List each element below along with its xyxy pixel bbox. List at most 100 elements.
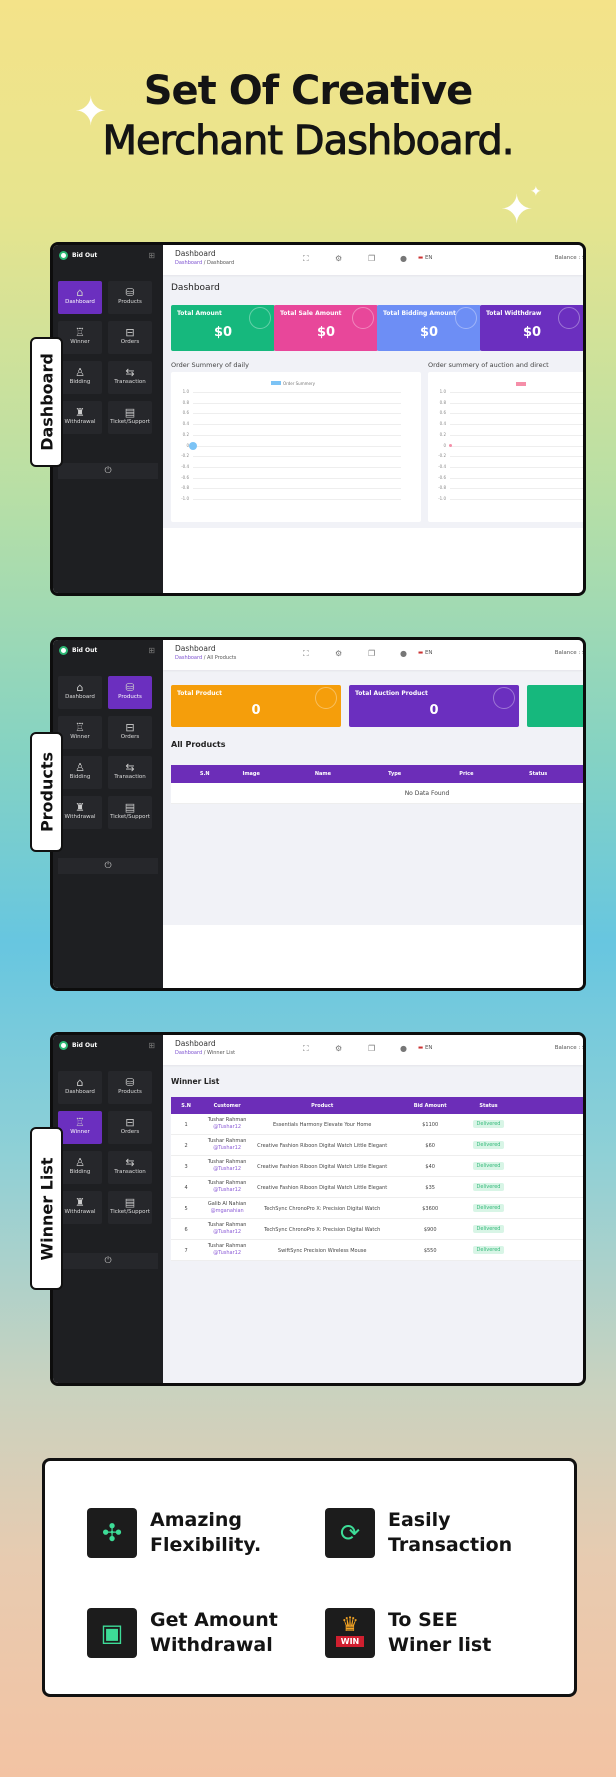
gridline xyxy=(450,466,583,468)
column-header[interactable]: S.N xyxy=(181,1103,191,1109)
app-name: Bid Out xyxy=(72,252,98,259)
column-header[interactable]: Price xyxy=(459,771,474,777)
stat-value: 0 xyxy=(429,703,439,718)
sidebar-item-orders[interactable]: ⊟ Orders xyxy=(108,1111,152,1144)
sidebar-item-ticket-support[interactable]: ▤ Ticket/Support xyxy=(108,796,152,829)
sidebar-item-transaction[interactable]: ⇆ Transaction xyxy=(108,1151,152,1184)
balance: Balance : $0 xyxy=(554,255,586,261)
logout-button[interactable]: ⏻ xyxy=(58,463,158,479)
products-table: S.N Image Name Type Price Status No Data Found xyxy=(171,765,583,804)
language-selector[interactable]: ▬ EN xyxy=(418,1045,433,1051)
bid-amount: $35 xyxy=(425,1185,435,1191)
globe-icon[interactable]: ● xyxy=(400,1044,407,1053)
fullscreen-icon[interactable]: ⛶ xyxy=(303,1044,309,1053)
column-header[interactable]: Customer xyxy=(213,1103,241,1109)
chat-icon[interactable]: ❐ xyxy=(368,649,376,658)
sidebar-item-bidding[interactable]: ♙ Bidding xyxy=(58,1151,102,1184)
basket-icon: ⊟ xyxy=(125,326,135,339)
column-header[interactable]: Name xyxy=(314,771,331,777)
fullscreen-icon[interactable]: ⛶ xyxy=(303,254,309,263)
withdrawal-icon: ♜ xyxy=(75,801,85,814)
sidebar-item-label: Bidding xyxy=(69,1169,91,1175)
sidebar-item-bidding[interactable]: ♙ Bidding xyxy=(58,361,102,394)
column-header[interactable]: Status xyxy=(479,1103,498,1109)
sidebar-item-label: Dashboard xyxy=(65,694,95,700)
breadcrumb-root[interactable]: Dashboard xyxy=(175,1050,203,1056)
sidebar-item-dashboard[interactable]: ⌂ Dashboard xyxy=(58,676,102,709)
sidebar-item-withdrawal[interactable]: ♜ Withdrawal xyxy=(58,796,102,829)
sidebar-item-transaction[interactable]: ⇆ Transaction xyxy=(108,756,152,789)
globe-icon[interactable]: ● xyxy=(400,254,407,263)
sidebar-item-ticket-support[interactable]: ▤ Ticket/Support xyxy=(108,401,152,434)
sidebar-item-orders[interactable]: ⊟ Orders xyxy=(108,716,152,749)
home-icon: ⌂ xyxy=(76,681,84,694)
column-header[interactable]: S.N xyxy=(199,771,210,777)
chat-icon[interactable]: ❐ xyxy=(368,254,376,263)
sidebar-item-bidding[interactable]: ♙ Bidding xyxy=(58,756,102,789)
language-selector[interactable]: ▬ EN xyxy=(418,650,433,656)
column-header[interactable]: Type xyxy=(388,771,402,777)
breadcrumb: Dashboard / All Products xyxy=(175,655,237,661)
grid-menu-icon[interactable]: ⊞ xyxy=(148,251,155,260)
language-selector[interactable]: ▬ EN xyxy=(418,255,433,261)
status-badge: Delivered xyxy=(472,1246,505,1254)
main-content: Dashboard Total Amount $0 Total Sale Amount… xyxy=(163,275,583,593)
sidebar-item-winner[interactable]: ♖ Winner xyxy=(58,321,102,354)
sidebar-item-ticket-support[interactable]: ▤ Ticket/Support xyxy=(108,1191,152,1224)
app-logo[interactable]: Bid Out xyxy=(59,1041,97,1050)
money-icon xyxy=(455,307,477,329)
app-logo[interactable]: Bid Out xyxy=(59,646,97,655)
fullscreen-icon[interactable]: ⛶ xyxy=(303,649,309,658)
sidebar-item-orders[interactable]: ⊟ Orders xyxy=(108,321,152,354)
gridline xyxy=(193,424,401,426)
column-header[interactable]: Status xyxy=(528,771,548,777)
sidebar-item-winner[interactable]: ♖ Winner xyxy=(58,716,102,749)
trophy-icon: ♖ xyxy=(75,326,85,339)
customer-handle[interactable]: @Tushar12 xyxy=(213,1229,242,1235)
breadcrumb-root[interactable]: Dashboard xyxy=(175,655,203,661)
logout-button[interactable]: ⏻ xyxy=(58,858,158,874)
settings-icon[interactable]: ⚙ xyxy=(335,649,343,658)
customer-handle[interactable]: @Tushar12 xyxy=(213,1187,242,1193)
sidebar-item-withdrawal[interactable]: ♜ Withdrawal xyxy=(58,401,102,434)
sidebar-item-products[interactable]: ⛁ Products xyxy=(108,1071,152,1104)
sidebar-item-transaction[interactable]: ⇆ Transaction xyxy=(108,361,152,394)
sidebar-item-withdrawal[interactable]: ♜ Withdrawal xyxy=(58,1191,102,1224)
app-logo[interactable]: Bid Out xyxy=(59,251,97,260)
sidebar-item-dashboard[interactable]: ⌂ Dashboard xyxy=(58,281,102,314)
globe-icon[interactable]: ● xyxy=(400,649,407,658)
topbar: Dashboard Dashboard / All Products ⛶ ⚙ ❐ ● ▬ E… xyxy=(163,640,583,670)
breadcrumb-root[interactable]: Dashboard xyxy=(175,260,203,266)
column-header[interactable]: Image xyxy=(242,771,260,777)
settings-icon[interactable]: ⚙ xyxy=(335,254,343,263)
sidebar-item-products[interactable]: ⛁ Products xyxy=(108,281,152,314)
sidebar-item-dashboard[interactable]: ⌂ Dashboard xyxy=(58,1071,102,1104)
customer-handle[interactable]: @Tushar12 xyxy=(213,1250,242,1256)
breadcrumb: Dashboard / Winner List xyxy=(175,1050,236,1056)
settings-icon[interactable]: ⚙ xyxy=(335,1044,343,1053)
row-sn: 2 xyxy=(184,1143,188,1149)
y-tick-label: 0 xyxy=(443,442,446,448)
basket-icon: ⊟ xyxy=(125,1116,135,1129)
table-row: 7 Tushar Rahman @Tushar12 SwiftSync Precisi… xyxy=(171,1240,583,1261)
customer-handle[interactable]: @Tushar12 xyxy=(213,1145,242,1151)
customer-handle[interactable]: @Tushar12 xyxy=(213,1124,242,1130)
grid-menu-icon[interactable]: ⊞ xyxy=(148,1041,155,1050)
status-badge: Delivered xyxy=(472,1162,505,1170)
chat-icon[interactable]: ❐ xyxy=(368,1044,376,1053)
sidebar-item-products[interactable]: ⛁ Products xyxy=(108,676,152,709)
chat-icon: ▤ xyxy=(124,801,136,814)
customer-handle[interactable]: @Tushar12 xyxy=(213,1166,242,1172)
screen-2: Bid Out ⊞ ⌂ Dashboard ⛁ Products ♖ Winner ⊟ Order… xyxy=(50,1032,586,1386)
gridline xyxy=(450,413,583,415)
row-sn: 3 xyxy=(184,1164,188,1170)
column-header[interactable]: Product xyxy=(311,1103,334,1109)
sidebar-item-label: Orders xyxy=(120,734,140,740)
y-tick-label: -0.6 xyxy=(438,474,446,480)
y-tick-label: 0.6 xyxy=(182,410,189,416)
column-header[interactable]: Bid Amount xyxy=(413,1103,447,1109)
grid-menu-icon[interactable]: ⊞ xyxy=(148,646,155,655)
customer-handle[interactable]: @mganahian xyxy=(210,1208,244,1214)
sidebar-item-winner[interactable]: ♖ Winner xyxy=(58,1111,102,1144)
logout-button[interactable]: ⏻ xyxy=(58,1253,158,1269)
